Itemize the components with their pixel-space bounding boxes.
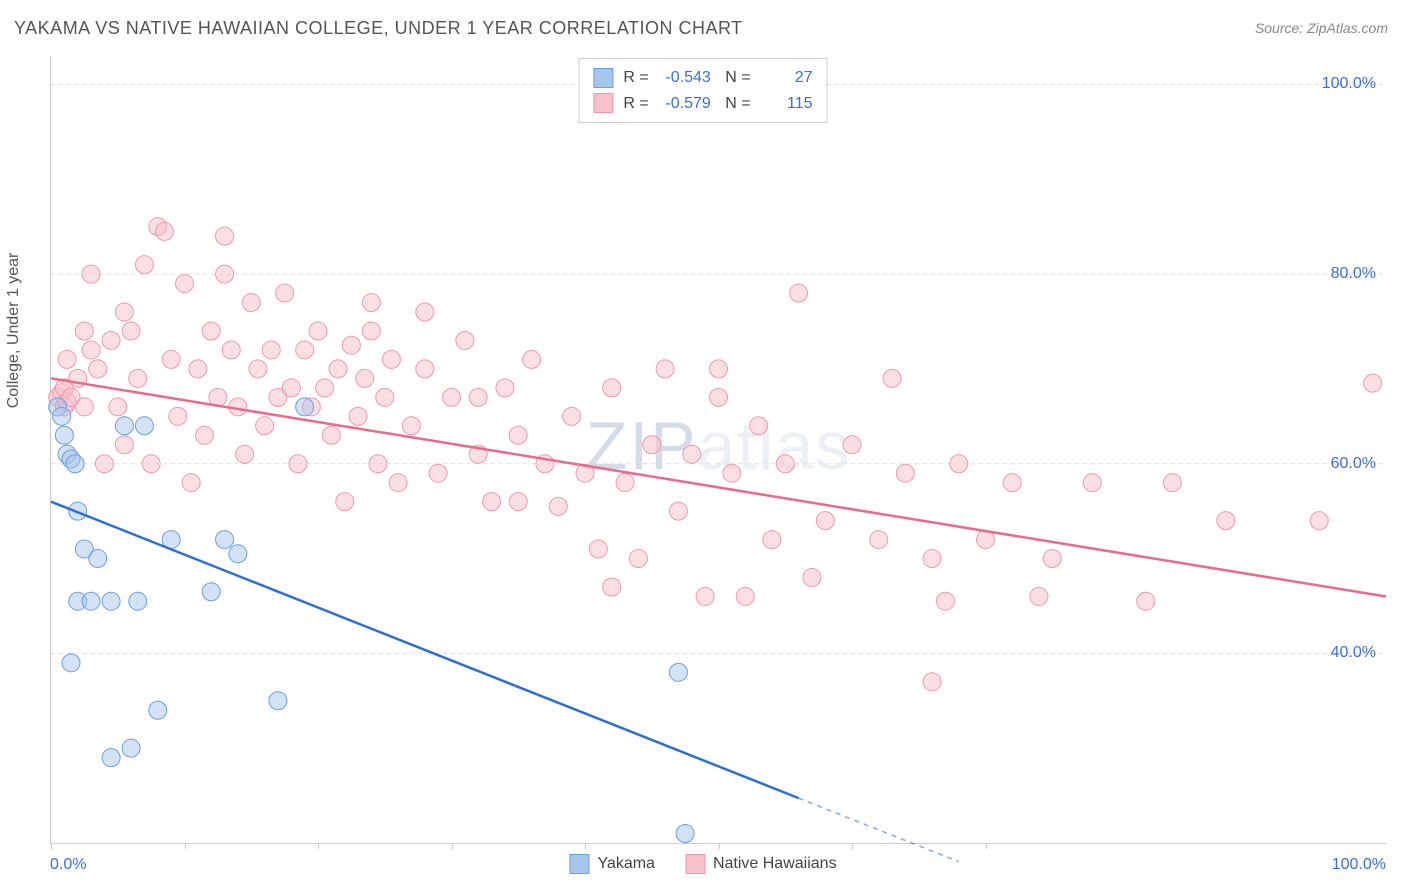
n-value-yakama: 27: [761, 65, 813, 91]
legend-swatch-hawaiians: [593, 93, 613, 113]
plot-svg: [51, 56, 1386, 843]
y-tick-label: 60.0%: [1331, 455, 1376, 473]
legend-correlation: R = -0.543 N = 27 R = -0.579 N = 115: [578, 58, 827, 123]
x-tick-mark: [585, 843, 586, 849]
legend-label-yakama: Yakama: [597, 855, 655, 873]
r-label: R =: [623, 65, 648, 91]
x-tick-mark: [51, 843, 52, 849]
n-label: N =: [721, 65, 751, 91]
plot-area: ZIPatlas 40.0%60.0%80.0%100.0%: [50, 56, 1386, 844]
x-tick-mark: [452, 843, 453, 849]
x-tick-mark: [185, 843, 186, 849]
legend-row-hawaiians: R = -0.579 N = 115: [593, 91, 812, 117]
legend-swatch-yakama: [593, 68, 613, 88]
legend-row-yakama: R = -0.543 N = 27: [593, 65, 812, 91]
x-tick-mark: [852, 843, 853, 849]
x-tick-max: 100.0%: [1332, 856, 1386, 874]
x-tick-mark: [719, 843, 720, 849]
y-tick-label: 80.0%: [1331, 265, 1376, 283]
y-tick-label: 40.0%: [1331, 644, 1376, 662]
legend-label-hawaiians: Native Hawaiians: [713, 855, 837, 873]
x-tick-min: 0.0%: [50, 856, 86, 874]
x-tick-mark: [986, 843, 987, 849]
r-value-yakama: -0.543: [659, 65, 711, 91]
r-label: R =: [623, 91, 648, 117]
legend-item-hawaiians: Native Hawaiians: [685, 854, 837, 874]
y-tick-label: 100.0%: [1322, 75, 1376, 93]
legend-series: Yakama Native Hawaiians: [569, 854, 836, 874]
legend-swatch-yakama-bottom: [569, 854, 589, 874]
source-attribution: Source: ZipAtlas.com: [1255, 20, 1388, 36]
r-value-hawaiians: -0.579: [659, 91, 711, 117]
chart-title: YAKAMA VS NATIVE HAWAIIAN COLLEGE, UNDER…: [14, 18, 743, 39]
n-label: N =: [721, 91, 751, 117]
chart-container: YAKAMA VS NATIVE HAWAIIAN COLLEGE, UNDER…: [0, 0, 1406, 892]
y-axis-title: College, Under 1 year: [5, 253, 23, 409]
x-tick-mark: [318, 843, 319, 849]
legend-swatch-hawaiians-bottom: [685, 854, 705, 874]
legend-item-yakama: Yakama: [569, 854, 655, 874]
n-value-hawaiians: 115: [761, 91, 813, 117]
